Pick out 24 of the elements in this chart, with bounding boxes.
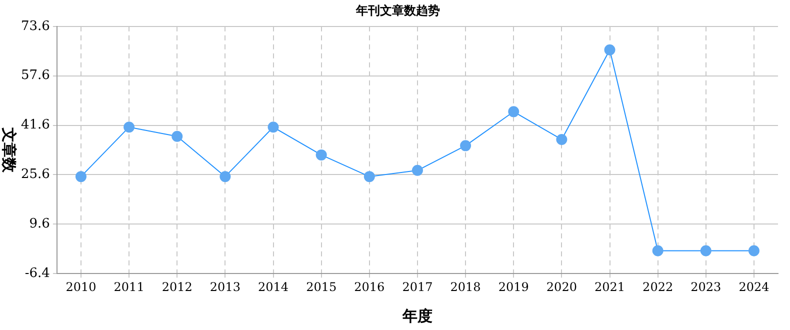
x-tick-label: 2021	[594, 280, 626, 294]
y-tick-label: 73.6	[20, 18, 50, 34]
x-tick-label: 2022	[642, 280, 674, 294]
x-tick-label: 2018	[450, 280, 481, 294]
chart-title: 年刊文章数趋势	[355, 3, 440, 18]
y-tick-label: -6.4	[24, 266, 50, 281]
x-tick-label: 2016	[354, 280, 385, 294]
y-tick-label: 57.6	[20, 68, 50, 84]
x-tick-label: 2014	[258, 280, 289, 294]
x-tick-label: 2010	[66, 280, 96, 294]
x-tick-label: 2017	[402, 280, 433, 294]
x-tick-label: 2012	[162, 280, 192, 294]
y-tick-label: 9.6	[29, 216, 50, 232]
x-axis-title: 年度	[401, 306, 432, 325]
x-tick-label: 2024	[738, 280, 770, 294]
x-tick-label: 2020	[546, 280, 577, 294]
x-tick-label: 2011	[114, 280, 144, 294]
y-tick-label: 25.6	[20, 167, 50, 182]
x-tick-label: 2013	[210, 280, 240, 294]
y-axis-title: 文章数	[0, 126, 18, 174]
x-tick-label: 2023	[690, 280, 722, 294]
x-tick-label: 2019	[498, 280, 529, 294]
y-tick-label: 41.6	[20, 118, 50, 133]
x-tick-label: 2015	[306, 280, 337, 294]
